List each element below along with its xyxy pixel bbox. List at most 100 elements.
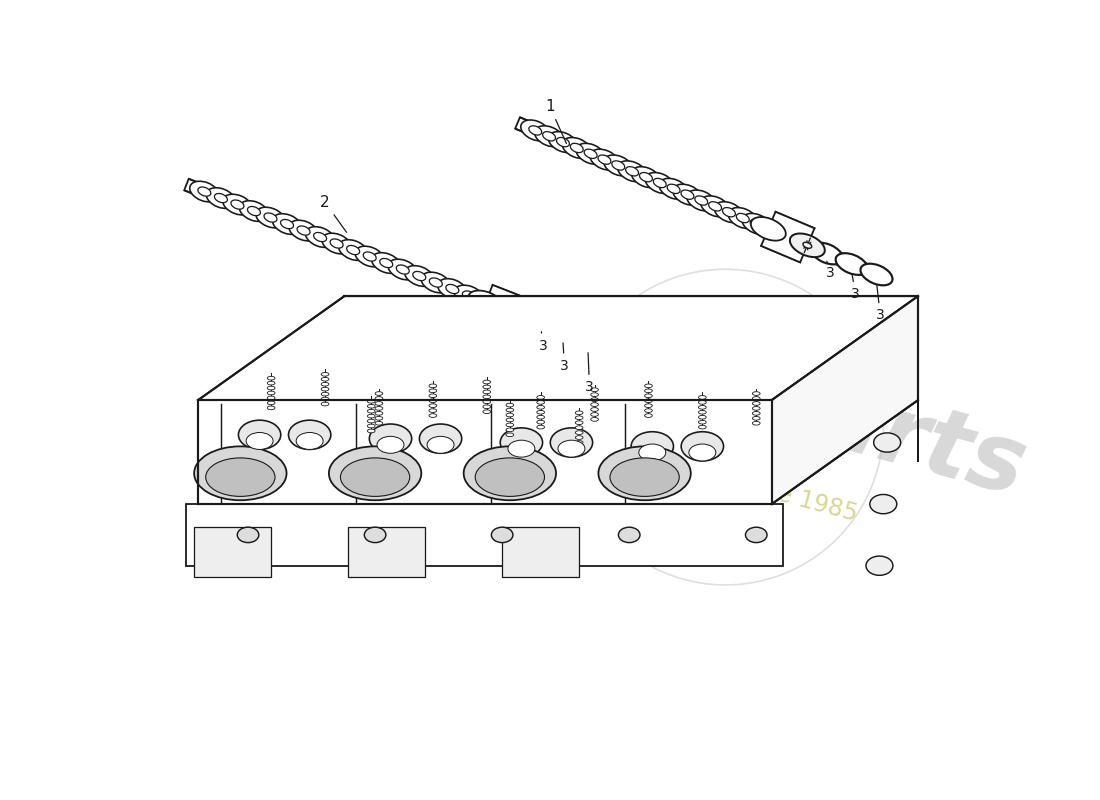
- Polygon shape: [502, 527, 580, 578]
- Ellipse shape: [756, 219, 785, 240]
- Ellipse shape: [483, 385, 491, 389]
- Ellipse shape: [314, 233, 327, 242]
- Ellipse shape: [377, 436, 404, 454]
- Ellipse shape: [698, 395, 706, 399]
- Polygon shape: [515, 118, 867, 275]
- Ellipse shape: [525, 314, 558, 334]
- Polygon shape: [772, 296, 917, 504]
- Ellipse shape: [367, 404, 375, 408]
- Ellipse shape: [367, 424, 375, 428]
- Ellipse shape: [631, 166, 660, 188]
- Ellipse shape: [429, 394, 437, 398]
- Ellipse shape: [631, 432, 673, 461]
- Ellipse shape: [803, 242, 812, 248]
- Ellipse shape: [375, 392, 383, 395]
- Ellipse shape: [547, 322, 579, 343]
- Ellipse shape: [506, 423, 514, 426]
- Ellipse shape: [550, 428, 593, 457]
- Ellipse shape: [367, 399, 375, 403]
- Ellipse shape: [681, 432, 724, 461]
- Ellipse shape: [429, 409, 437, 413]
- Ellipse shape: [267, 376, 275, 380]
- Ellipse shape: [751, 217, 785, 241]
- Ellipse shape: [520, 314, 529, 321]
- Ellipse shape: [708, 202, 722, 211]
- Ellipse shape: [572, 332, 604, 353]
- Ellipse shape: [557, 138, 570, 146]
- Text: europarts: europarts: [507, 292, 1036, 516]
- Ellipse shape: [653, 178, 667, 188]
- Ellipse shape: [478, 298, 492, 306]
- Ellipse shape: [506, 428, 514, 432]
- Polygon shape: [186, 504, 783, 566]
- Ellipse shape: [537, 406, 544, 409]
- Ellipse shape: [396, 265, 409, 274]
- Ellipse shape: [297, 226, 310, 235]
- Ellipse shape: [562, 138, 592, 158]
- Ellipse shape: [728, 207, 757, 229]
- Ellipse shape: [341, 458, 409, 496]
- Ellipse shape: [698, 406, 706, 409]
- Ellipse shape: [231, 200, 244, 209]
- Ellipse shape: [752, 397, 760, 400]
- Ellipse shape: [752, 402, 760, 406]
- Ellipse shape: [306, 226, 334, 247]
- Ellipse shape: [506, 433, 514, 437]
- Ellipse shape: [321, 373, 329, 376]
- Ellipse shape: [645, 399, 652, 402]
- Ellipse shape: [645, 404, 652, 407]
- Ellipse shape: [535, 126, 563, 146]
- Ellipse shape: [612, 161, 625, 170]
- Ellipse shape: [475, 458, 544, 496]
- Ellipse shape: [575, 426, 583, 430]
- Ellipse shape: [558, 440, 585, 457]
- Text: 1: 1: [546, 99, 566, 143]
- Ellipse shape: [537, 415, 544, 419]
- Ellipse shape: [742, 214, 771, 234]
- Ellipse shape: [267, 401, 275, 405]
- Polygon shape: [480, 285, 532, 335]
- Ellipse shape: [689, 444, 716, 461]
- Ellipse shape: [429, 399, 437, 402]
- Ellipse shape: [483, 390, 491, 394]
- Ellipse shape: [238, 527, 258, 542]
- Ellipse shape: [591, 402, 598, 406]
- Ellipse shape: [321, 382, 329, 386]
- Ellipse shape: [591, 418, 598, 422]
- Ellipse shape: [506, 408, 514, 412]
- Ellipse shape: [364, 527, 386, 542]
- Ellipse shape: [575, 441, 583, 444]
- Ellipse shape: [429, 384, 437, 388]
- Ellipse shape: [267, 391, 275, 395]
- Ellipse shape: [483, 400, 491, 404]
- Ellipse shape: [195, 446, 286, 500]
- Ellipse shape: [322, 234, 351, 254]
- Ellipse shape: [367, 429, 375, 433]
- Ellipse shape: [419, 424, 462, 454]
- Ellipse shape: [321, 387, 329, 391]
- Ellipse shape: [598, 155, 611, 164]
- Polygon shape: [195, 527, 271, 578]
- Ellipse shape: [483, 380, 491, 384]
- Ellipse shape: [639, 173, 652, 182]
- Ellipse shape: [469, 290, 504, 314]
- Ellipse shape: [412, 271, 426, 281]
- Ellipse shape: [267, 382, 275, 385]
- Ellipse shape: [214, 194, 228, 202]
- Ellipse shape: [698, 401, 706, 404]
- Text: 3: 3: [539, 332, 548, 353]
- Ellipse shape: [764, 225, 777, 234]
- Ellipse shape: [645, 389, 652, 393]
- Ellipse shape: [355, 246, 384, 267]
- Ellipse shape: [438, 278, 468, 299]
- Ellipse shape: [866, 556, 893, 575]
- Ellipse shape: [576, 143, 605, 164]
- Ellipse shape: [492, 527, 513, 542]
- Ellipse shape: [598, 446, 691, 500]
- Ellipse shape: [321, 378, 329, 381]
- Ellipse shape: [288, 420, 331, 450]
- Ellipse shape: [542, 132, 556, 141]
- Ellipse shape: [190, 182, 219, 202]
- Ellipse shape: [701, 196, 729, 217]
- Text: a porsche parts since 1985: a porsche parts since 1985: [544, 420, 860, 526]
